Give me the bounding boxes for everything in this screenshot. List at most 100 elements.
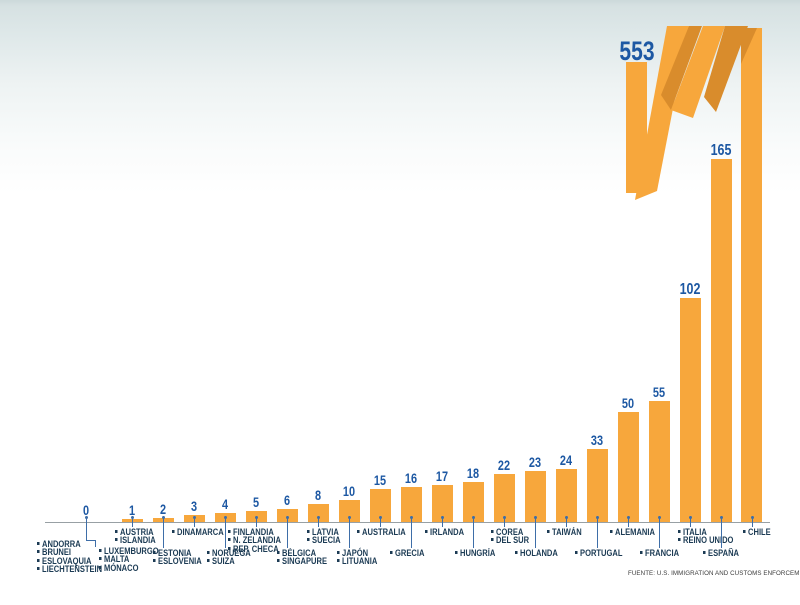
country-label: LIECHTENSTEIN bbox=[37, 564, 102, 573]
country-label: LITUANIA bbox=[337, 557, 377, 566]
value-label-50: 50 bbox=[621, 395, 635, 411]
bar-alemania bbox=[617, 412, 639, 522]
connector-line bbox=[349, 516, 350, 548]
country-label: N. ZELANDIA bbox=[228, 536, 281, 545]
value-label-16: 16 bbox=[404, 470, 418, 486]
connector-line bbox=[380, 516, 381, 527]
bar-corea bbox=[493, 474, 515, 522]
bar-australia bbox=[369, 489, 391, 522]
connector-line bbox=[504, 516, 505, 527]
country-label-group: ITALIA REINO UNIDO bbox=[678, 527, 733, 545]
country-label-group: CHILE bbox=[743, 527, 771, 536]
fold-band-2 bbox=[671, 26, 725, 118]
bar-irlanda bbox=[431, 485, 453, 522]
country-label-group: TAIWÁN bbox=[547, 527, 582, 536]
fold-shadow-2 bbox=[704, 26, 748, 112]
value-label-0: 0 bbox=[82, 502, 90, 518]
connector-line bbox=[256, 516, 257, 527]
fold-shadow-3 bbox=[741, 28, 757, 64]
country-label: LUXEMBURGO bbox=[99, 546, 159, 555]
country-label: DINAMARCA bbox=[172, 527, 224, 536]
value-label-33: 33 bbox=[590, 432, 604, 448]
value-label-24: 24 bbox=[559, 452, 573, 468]
value-label-23: 23 bbox=[528, 454, 542, 470]
connector-line bbox=[132, 516, 133, 527]
country-label-group: NORUEGA SUIZA bbox=[207, 548, 251, 566]
bar-hungria bbox=[462, 482, 484, 522]
country-label: MÓNACO bbox=[99, 563, 159, 572]
country-label: IRLANDA bbox=[425, 527, 464, 536]
x-axis-line bbox=[45, 522, 770, 523]
bar-latvia bbox=[307, 504, 329, 522]
country-label-group: GRECIA bbox=[390, 548, 424, 557]
connector-line bbox=[473, 516, 474, 548]
bar-italia bbox=[679, 298, 701, 522]
country-label: ESLOVAQUIA bbox=[37, 556, 102, 565]
country-label: NORUEGA bbox=[207, 548, 251, 557]
country-label: GRECIA bbox=[390, 548, 424, 557]
connector-line bbox=[690, 516, 691, 527]
bar-grecia bbox=[400, 487, 422, 522]
country-label: AUSTRIA bbox=[115, 527, 156, 536]
connector-line bbox=[163, 516, 164, 548]
country-label-group: DINAMARCA bbox=[172, 527, 224, 536]
country-label-group: FRANCIA bbox=[640, 548, 679, 557]
value-label-3: 3 bbox=[190, 498, 198, 514]
country-label: TAIWÁN bbox=[547, 527, 582, 536]
country-label: DEL SUR bbox=[491, 536, 529, 545]
connector-line bbox=[628, 516, 629, 527]
value-label-165: 165 bbox=[710, 142, 732, 159]
connector-line bbox=[411, 516, 412, 548]
country-label: CHILE bbox=[743, 527, 771, 536]
value-label-2: 2 bbox=[159, 501, 167, 517]
country-label-group: IRLANDA bbox=[425, 527, 464, 536]
country-label: ITALIA bbox=[678, 527, 733, 536]
connector-line bbox=[86, 517, 87, 540]
country-label: REP. CHECA bbox=[228, 544, 281, 553]
country-label: BRUNEI bbox=[37, 548, 102, 557]
value-label-6: 6 bbox=[283, 492, 291, 508]
connector-line bbox=[566, 516, 567, 527]
country-label-group: PORTUGAL bbox=[575, 548, 622, 557]
country-label: ESLOVENIA bbox=[153, 557, 202, 566]
country-label: SINGAPURE bbox=[277, 557, 327, 566]
connector-line bbox=[318, 516, 319, 527]
country-label-group: LUXEMBURGO MALTA MÓNACO bbox=[99, 546, 159, 572]
value-label-102: 102 bbox=[679, 281, 701, 298]
country-label-group: HUNGRÍA bbox=[455, 548, 495, 557]
country-label: AUSTRALIA bbox=[357, 527, 406, 536]
country-label: MALTA bbox=[99, 555, 159, 564]
bar-holanda bbox=[524, 471, 546, 522]
fold-shadow-1 bbox=[661, 26, 702, 110]
country-label-group: ALEMANIA bbox=[610, 527, 655, 536]
value-label-1: 1 bbox=[128, 502, 136, 518]
bar-chile bbox=[741, 28, 762, 522]
country-label: HOLANDA bbox=[515, 548, 558, 557]
country-label: COREA bbox=[491, 527, 529, 536]
value-label-22: 22 bbox=[497, 457, 511, 473]
value-label-8: 8 bbox=[314, 487, 322, 503]
country-label-group: ESTONIA ESLOVENIA bbox=[153, 548, 202, 566]
broken-bar-top-segment bbox=[626, 62, 647, 193]
country-label-group: ESPAÑA bbox=[703, 548, 739, 557]
country-label: LATVIA bbox=[307, 527, 341, 536]
country-label: REINO UNIDO bbox=[678, 536, 733, 545]
country-label: ALEMANIA bbox=[610, 527, 655, 536]
country-label-group: AUSTRALIA bbox=[357, 527, 406, 536]
connector-line bbox=[597, 516, 598, 548]
bar-espana bbox=[710, 159, 732, 522]
bar-francia bbox=[648, 401, 670, 522]
connector-line bbox=[287, 516, 288, 548]
connector-line bbox=[442, 516, 443, 527]
value-label-55: 55 bbox=[652, 384, 666, 400]
country-label: ISLANDIA bbox=[115, 536, 156, 545]
country-label: JAPÓN bbox=[337, 548, 377, 557]
connector-line bbox=[659, 516, 660, 548]
country-label: FINLANDIA bbox=[228, 527, 281, 536]
country-label: SUIZA bbox=[207, 557, 251, 566]
country-label-group: HOLANDA bbox=[515, 548, 558, 557]
value-label-15: 15 bbox=[373, 472, 387, 488]
